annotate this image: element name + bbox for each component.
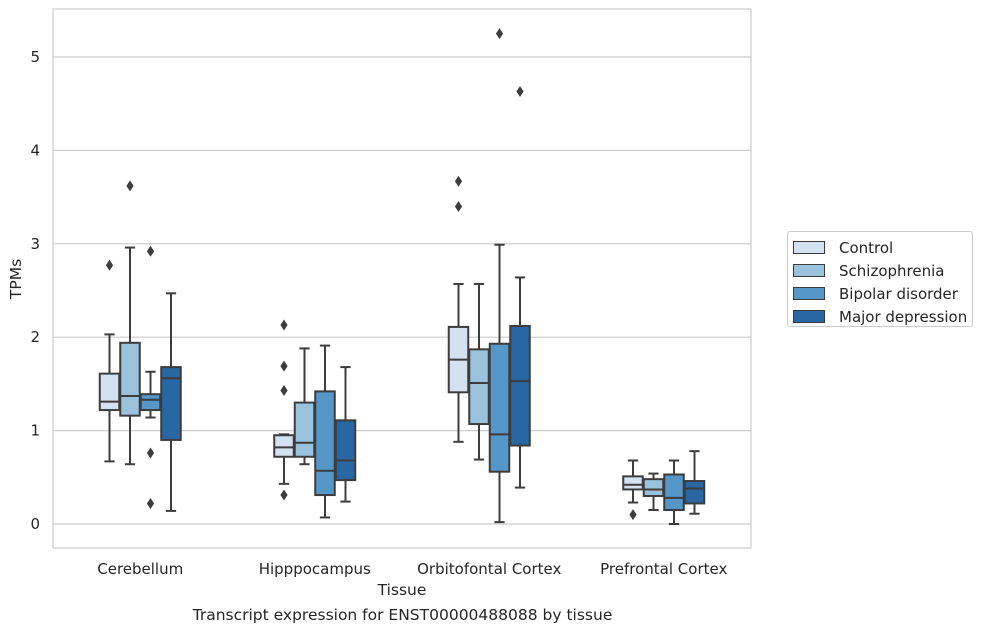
y-tick-label: 2: [30, 328, 40, 346]
box-iqr: [293, 401, 316, 458]
x-tick-label: Cerebellum: [97, 560, 183, 578]
legend-label: Bipolar disorder: [839, 284, 958, 303]
y-tick-labels: 0 1 2 3 4 5: [30, 48, 40, 533]
y-tick-label: 3: [30, 235, 40, 253]
box-iqr: [119, 341, 141, 417]
legend: Control Schizophrenia Bipolar disorder M…: [787, 231, 973, 327]
figure-caption: Transcript expression for ENST0000048808…: [192, 606, 613, 624]
outlier-point: [280, 489, 288, 501]
plot-frame: [52, 8, 752, 549]
box-iqr: [683, 480, 706, 505]
outlier-point: [146, 245, 155, 257]
box-iqr: [273, 434, 295, 458]
box-iqr: [488, 342, 511, 473]
y-tick-label: 0: [30, 515, 40, 533]
legend-item-major-depression: Major depression: [792, 305, 972, 328]
box-0-1: [273, 319, 295, 501]
box-iqr: [509, 324, 531, 447]
y-tick-label: 5: [30, 48, 40, 66]
legend-item-bipolar-disorder: Bipolar disorder: [792, 282, 972, 305]
legend-swatch: [793, 310, 825, 323]
box-0-0: [98, 259, 121, 463]
box-iqr: [622, 475, 644, 491]
x-tick-label: Orbitofontal Cortex: [417, 560, 561, 578]
outlier-point: [280, 360, 288, 372]
grid-lines: [53, 56, 751, 525]
outlier-point: [126, 180, 134, 192]
legend-item-schizophrenia: Schizophrenia: [792, 259, 972, 282]
legend-swatch: [793, 264, 825, 277]
box-2-0: [139, 245, 162, 509]
box-3-2: [509, 86, 531, 489]
box-0-3: [622, 459, 644, 521]
outlier-point: [454, 175, 463, 187]
x-axis-label: Tissue: [377, 581, 427, 599]
outlier-point: [280, 319, 288, 331]
box-iqr: [160, 366, 182, 441]
outlier-point: [629, 509, 637, 521]
x-tick-labels: Cerebellum Hipppocampus Orbitofontal Corte…: [97, 560, 727, 578]
box-iqr: [334, 419, 357, 482]
y-axis-label: TPMs: [7, 259, 25, 300]
box-iqr: [468, 348, 490, 426]
box-2-3: [663, 459, 685, 525]
legend-label: Schizophrenia: [839, 261, 945, 280]
y-tick-label: 4: [30, 141, 40, 159]
box-1-2: [468, 282, 490, 461]
box-iqr: [642, 478, 665, 497]
box-0-2: [447, 175, 470, 443]
box-iqr: [98, 372, 121, 412]
box-3-1: [334, 366, 357, 503]
legend-label: Major depression: [839, 307, 968, 326]
box-1-0: [119, 180, 141, 466]
legend-swatch: [793, 241, 825, 254]
box-3-3: [683, 450, 706, 515]
boxes: [98, 28, 706, 525]
legend-label: Control: [839, 238, 894, 257]
outlier-point: [146, 497, 155, 509]
box-3-0: [160, 292, 182, 512]
x-tick-label: Hipppocampus: [259, 560, 371, 578]
box-2-1: [314, 344, 336, 519]
x-tick-label: Prefrontal Cortex: [600, 560, 727, 578]
outlier-point: [516, 86, 524, 98]
outlier-point: [454, 200, 463, 212]
legend-swatch: [793, 287, 825, 300]
legend-item-control: Control: [792, 236, 972, 259]
y-tick-label: 1: [30, 422, 40, 440]
outlier-point: [280, 384, 288, 396]
outlier-point: [146, 447, 155, 459]
box-iqr: [663, 473, 685, 511]
box-iqr: [314, 390, 336, 497]
box-iqr: [139, 393, 162, 412]
outlier-point: [495, 28, 504, 40]
box-2-2: [488, 28, 511, 524]
outlier-point: [105, 259, 114, 271]
box-1-1: [293, 347, 316, 466]
box-1-3: [642, 472, 665, 511]
